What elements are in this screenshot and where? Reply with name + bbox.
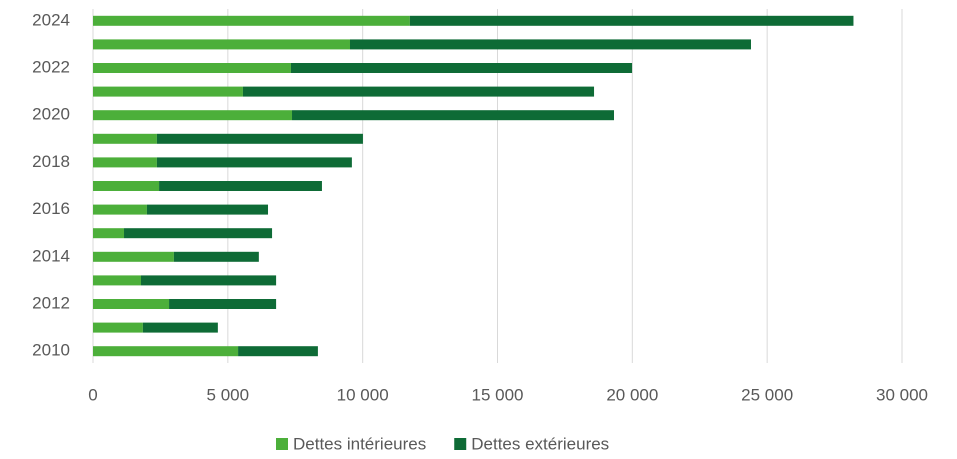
y-tick-label: 2018 xyxy=(32,152,70,171)
x-tick-label: 20 000 xyxy=(606,385,658,404)
bar-segment xyxy=(169,299,277,309)
bar-segment xyxy=(93,133,157,144)
bar-segment xyxy=(93,322,143,333)
x-tick-label: 0 xyxy=(88,385,97,404)
y-tick-label: 2010 xyxy=(32,341,70,360)
bar-segment xyxy=(142,322,218,333)
x-tick-label: 15 000 xyxy=(472,385,524,404)
bar-segment xyxy=(156,133,363,144)
y-tick-label: 2020 xyxy=(32,105,70,124)
legend-swatch xyxy=(454,438,467,450)
bar-segment xyxy=(292,110,614,121)
y-tick-label: 2024 xyxy=(32,10,70,29)
bar-segment xyxy=(93,275,142,286)
bar-segment xyxy=(93,181,160,191)
bar-segment xyxy=(93,346,239,357)
legend-label: Dettes extérieures xyxy=(471,434,609,453)
bar-segment xyxy=(93,39,350,50)
bar-segment xyxy=(93,110,293,121)
bar-segment xyxy=(93,63,291,73)
x-tick-label: 25 000 xyxy=(741,385,793,404)
bar-segment xyxy=(93,157,157,168)
bar-segment xyxy=(93,204,147,215)
bar-segment xyxy=(93,251,174,262)
bar-segment xyxy=(290,63,633,73)
x-tick-label: 30 000 xyxy=(876,385,928,404)
bar-segment xyxy=(156,157,352,168)
bar-segment xyxy=(146,204,269,215)
bar-segment xyxy=(409,15,854,26)
y-tick-label: 2022 xyxy=(32,57,70,76)
x-tick-label: 5 000 xyxy=(207,385,250,404)
legend-label: Dettes intérieures xyxy=(293,434,426,453)
bar-segment xyxy=(93,299,170,309)
y-tick-label: 2016 xyxy=(32,199,70,218)
bar-segment xyxy=(141,275,277,286)
bar-segment xyxy=(349,39,751,50)
legend-swatch xyxy=(276,438,288,450)
bar-segment xyxy=(93,15,410,26)
bar-segment xyxy=(238,346,318,357)
bar-segment xyxy=(93,86,243,97)
y-tick-label: 2014 xyxy=(32,246,70,265)
bar-segment xyxy=(173,251,259,262)
bar-segment xyxy=(242,86,595,97)
bar-segment xyxy=(93,228,125,239)
bar-segment xyxy=(124,228,273,239)
x-tick-label: 10 000 xyxy=(337,385,389,404)
y-tick-label: 2012 xyxy=(32,293,70,312)
bar-segment xyxy=(159,181,322,191)
